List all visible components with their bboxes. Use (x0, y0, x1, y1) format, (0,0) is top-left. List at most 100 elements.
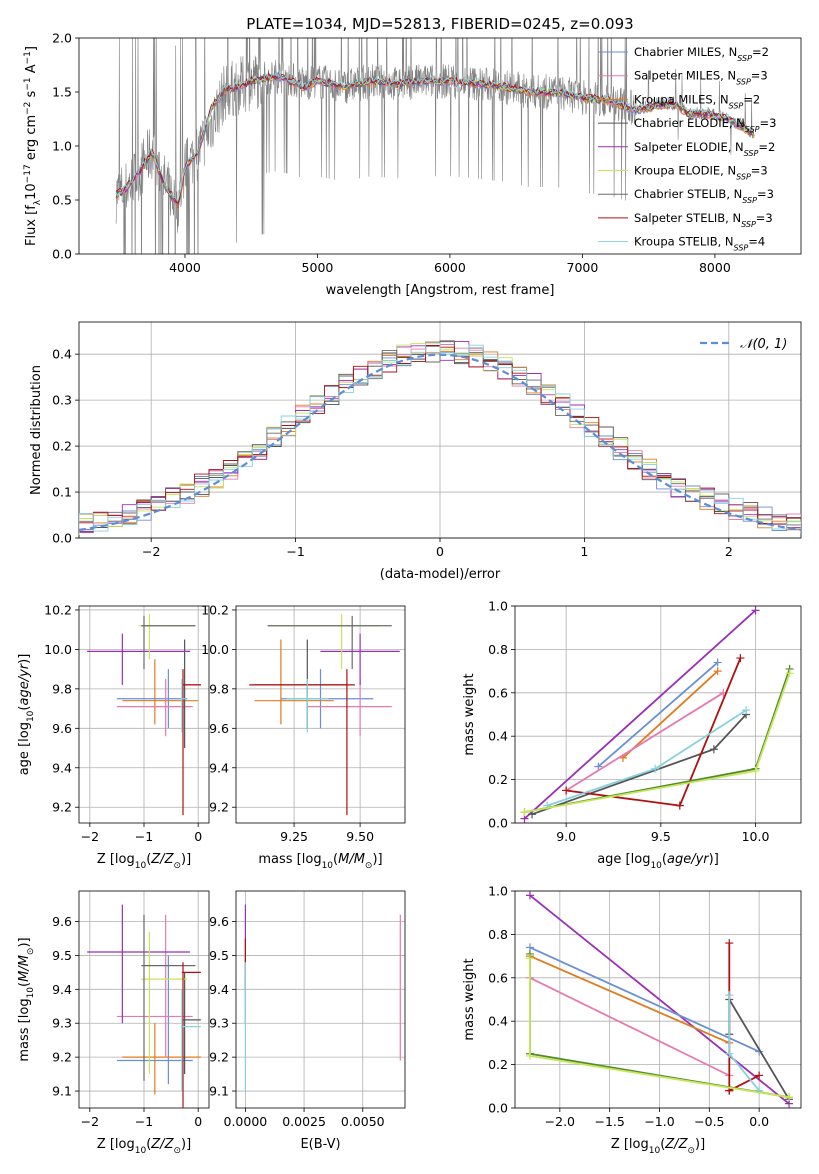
label-part: ( (662, 852, 667, 867)
axes-frame (235, 605, 406, 824)
y-tick-label: 1.0 (488, 599, 508, 614)
y-tick-label: 9.8 (209, 681, 229, 696)
label-part: −1 (23, 51, 33, 64)
legend-label: Salpeter ELODIE, NSSP=2 (634, 140, 775, 158)
spectrum-model-line (115, 70, 754, 201)
legend-label-tail: =3 (751, 164, 768, 178)
label-part: 10 (26, 987, 36, 999)
label-part: λ (33, 199, 43, 205)
ebv-x-label: E(B-V) (300, 1137, 340, 1152)
y-tick-label: 9.4 (209, 982, 229, 997)
weight-marker (562, 786, 571, 795)
label-part: )] (17, 937, 32, 947)
weight-line (565, 692, 724, 792)
error-bars (249, 613, 400, 816)
weight-line (524, 673, 791, 813)
axes-frame (78, 605, 210, 824)
label-part: s (24, 90, 39, 101)
legend-label-sub: SSP (744, 148, 759, 157)
label-part: ⊙ (26, 948, 36, 956)
y-tick-label: 9.6 (52, 914, 72, 929)
weight-line (622, 670, 719, 759)
residuals-y-label: Normed distribution (29, 365, 44, 495)
y-tick-label: 0.0 (52, 247, 72, 262)
weight-marker (725, 939, 734, 948)
weight-marker (713, 667, 722, 676)
label-part: ( (17, 982, 32, 987)
label-part: Z [log (611, 1137, 649, 1152)
y-tick-label: 10.0 (44, 642, 72, 657)
x-tick-label: 5000 (302, 260, 334, 275)
y-tick-label: 2.0 (52, 31, 72, 46)
label-part: Z [log (97, 852, 135, 867)
histogram-step (79, 342, 801, 532)
label-part: age [log (597, 852, 650, 867)
label-part: )] (372, 852, 382, 867)
label-part: 10 (26, 710, 36, 722)
grid-lines (79, 606, 209, 823)
x-tick-label: 6000 (434, 260, 466, 275)
x-tick-label: 0 (194, 1114, 202, 1129)
x-tick-label: 0.0 (749, 1114, 769, 1129)
z-vs-age-x-label: Z [log10(Z/Z⊙)] (97, 852, 191, 871)
x-tick-label: 10.0 (742, 829, 770, 844)
y-tick-label: 9.5 (52, 948, 72, 963)
legend-label-tail: =3 (757, 187, 774, 201)
weight-marker (755, 1071, 764, 1080)
label-part: Z/Z (664, 1137, 688, 1152)
label-part: Z/Z (150, 852, 174, 867)
weight-marker (751, 766, 760, 775)
label-part: 10 (650, 861, 662, 871)
spectrum-series (115, 38, 755, 254)
legend-label-sub: SSP (736, 172, 751, 181)
x-tick-label: 1 (580, 544, 588, 559)
y-tick-label: 0.2 (52, 439, 72, 454)
y-tick-label: 0.0 (488, 1101, 508, 1116)
y-tick-label: 9.2 (52, 800, 72, 815)
x-tick-label: −0.5 (694, 1114, 724, 1129)
weight-marker (594, 762, 603, 771)
spectrum-y-label: Flux [fλ10−17 erg cm−2 s−1 A−1] (23, 46, 43, 246)
legend-label-tail: =2 (758, 140, 775, 154)
label-part: 10 (322, 861, 334, 871)
label-part: ⊙ (687, 1146, 695, 1156)
axes-frame (235, 890, 406, 1109)
label-part: erg cm (24, 115, 39, 164)
weight-line (597, 661, 719, 768)
error-bars (87, 904, 201, 1108)
weight-marker (675, 801, 684, 810)
label-part: Z [log (97, 1137, 135, 1152)
y-tick-label: 0.6 (488, 685, 508, 700)
legend-label-tail: =4 (748, 235, 765, 249)
label-part: )] (181, 1137, 191, 1152)
y-tick-label: 0.8 (488, 642, 508, 657)
x-tick-label: −1 (135, 829, 153, 844)
legend-label-tail: =3 (751, 69, 768, 83)
weight-marker (525, 1051, 534, 1060)
label-part: A (24, 64, 39, 77)
y-tick-label: 0.3 (52, 393, 72, 408)
legend-label-sub: SSP (729, 101, 744, 110)
legend-label-base: Kroupa ELODIE, N (634, 164, 736, 178)
weight-line (523, 609, 757, 820)
legend-label-tail: =2 (743, 92, 760, 106)
weight-marker (736, 654, 745, 663)
y-tick-label: 0.6 (488, 970, 508, 985)
x-tick-label: 4000 (169, 260, 201, 275)
x-tick-label: 0.0025 (282, 1114, 326, 1129)
figure-title: PLATE=1034, MJD=52813, FIBERID=0245, z=0… (246, 15, 633, 33)
spectrum-panel: 4000 5000 6000 7000 8000 0.0 0.5 1.0 1.5 2.0 wavel… (23, 31, 802, 298)
label-part: )] (709, 852, 719, 867)
axes-frame (514, 890, 802, 1109)
weight-marker (751, 606, 760, 615)
legend-label-base: Salpeter MILES, N (634, 69, 736, 83)
weight-marker (525, 954, 534, 963)
weight-line (529, 894, 790, 1105)
label-part: mass [log (258, 852, 321, 867)
legend-label-sub: SSP (741, 219, 756, 228)
y-tick-label: 0.4 (488, 729, 508, 744)
x-tick-label: −1.0 (644, 1114, 674, 1129)
label-part: ( (660, 1137, 665, 1152)
z-vs-weight-panel: −2.0 −1.5 −1.0 −0.5 0.0 0.0 0.2 0.4 0.6 0.8 1.0 Z [… (462, 884, 802, 1156)
gaussian-curve (79, 353, 801, 531)
